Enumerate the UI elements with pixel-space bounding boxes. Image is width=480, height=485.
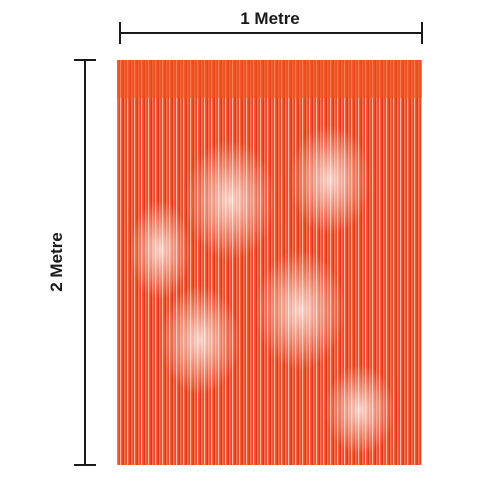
curtain bbox=[117, 60, 422, 465]
sparkle bbox=[325, 365, 395, 455]
height-label: 2 Metre bbox=[47, 232, 66, 292]
curtain-header-texture bbox=[117, 60, 422, 98]
sparkle bbox=[185, 140, 275, 260]
sparkle bbox=[255, 250, 345, 370]
width-label: 1 Metre bbox=[240, 9, 300, 28]
sparkle bbox=[290, 125, 370, 235]
sparkle bbox=[160, 285, 240, 395]
sparkle bbox=[130, 200, 190, 300]
